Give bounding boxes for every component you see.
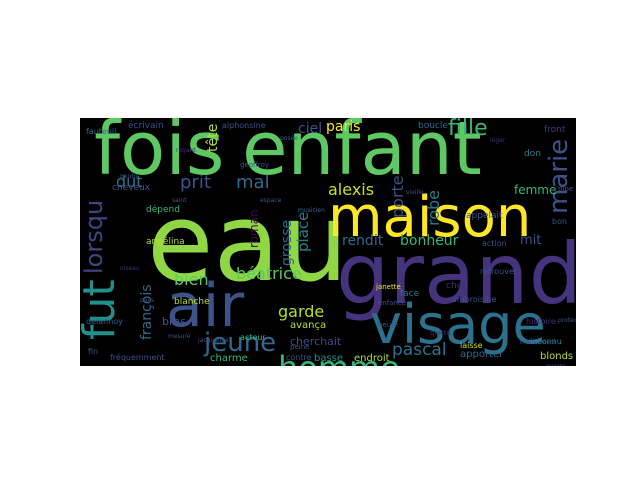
word-charme: charme [210,353,248,364]
word-posee: posée [280,135,298,142]
word-tete: tête [205,123,221,152]
word-mit: mit [520,233,542,248]
word-peine: peine [290,343,310,351]
word-homme: homme [278,352,400,366]
word-grosse: grosse [279,219,295,266]
word-apporter: apporter [460,349,504,360]
word-appelait: appelait [466,211,503,221]
word-grand: grand [336,225,576,323]
word-basse: basse [314,353,344,364]
word-jacqueline: jacqueline [198,337,229,344]
word-eau: eau [147,181,349,306]
word-action: action [482,239,507,248]
word-depend: dépend [146,205,180,215]
word-heure: heure [378,321,399,329]
word-frequemment: fréquemment [110,353,165,362]
word-fille: fille [448,118,488,141]
word-delannoy: delannoy [86,317,123,326]
word-blanche: blanche [174,297,210,307]
word-retrouver: retrouver [480,267,518,276]
word-angelina: angélina [146,237,185,247]
word-fauteuil: fauteuil [86,127,117,136]
word-endroit: endroit [354,353,390,364]
word-pascal: pascal [392,340,447,360]
word-saint: saint [172,197,187,204]
word-paris: paris [326,119,361,135]
word-maison: maison [328,185,532,250]
word-enfant: enfant [242,118,482,192]
word-bien: bien [174,270,209,289]
word-mouvement: mouvement [520,339,557,346]
word-alexis: alexis [328,180,375,199]
word-fin: fin [88,347,99,356]
word-femme: femme [514,183,557,197]
word-laisse: laisse [460,341,483,350]
word-cheveux: cheveux [112,183,151,193]
word-fut: fut [80,279,125,340]
word-bras: bras [162,315,186,328]
word-oiseau: oiseau [120,265,140,272]
word-beatrice: béatrice [236,264,302,283]
word-regard: regard [176,147,196,154]
word-leger: léger [490,137,506,144]
word-contre: contre [286,353,312,362]
word-jeune: jeune [204,328,277,358]
word-mal: mal [236,172,270,193]
word-porte: porte [388,175,407,218]
word-marie: marie [544,138,574,214]
word-acteur: acteur [240,333,266,342]
word-perdu: perdu [120,173,138,180]
word-geoffroy: geoffroy [240,161,270,169]
word-fois: fois [94,118,225,192]
word-janette: janette [376,283,401,291]
word-face: face [400,289,420,299]
word-histoire: histoire [526,317,556,326]
word-pays: pays [140,297,155,304]
word-blonds: blonds [540,351,574,362]
word-visage: visage [370,293,546,356]
word-ecrivain: écrivain [128,121,164,131]
word-dut: dut [116,172,143,191]
word-chef: chef [446,281,466,291]
word-air: air [166,271,245,341]
word-vieille: vieille [406,189,424,196]
word-guerre: guerre [546,364,566,367]
word-cloud: eau grand fois enfant maison visage air … [80,118,576,366]
word-ambroisine: ambroisine [452,295,497,304]
word-cherchait: cherchait [290,335,342,348]
word-roman: roman [247,209,261,248]
word-pipe: pipe [558,185,574,193]
word-alphonsine: alphonsine [222,121,266,130]
word-francois: françois [139,284,155,340]
word-lorsqu: lorsqu [80,199,108,274]
word-front: front [544,125,566,135]
word-don: don [524,149,541,159]
word-inconnu: inconnu [530,337,562,346]
word-garde: garde [278,302,325,321]
word-rendit: rendit [342,233,384,249]
word-protection: protection [558,317,576,324]
word-espace: espace [260,197,282,204]
word-enfance: enfance [378,299,407,307]
word-prit: prit [180,172,211,193]
word-mesure: mesure [168,333,191,340]
word-bonheur: bonheur [400,233,459,249]
word-bon: bon [552,217,568,226]
word-robe: robe [424,189,443,226]
word-place: place [294,211,312,252]
word-avanca: avança [290,320,327,331]
word-musicien: musicien [298,207,325,214]
word-boucle: boucle [418,121,448,131]
word-quitta: quitta [430,329,451,337]
word-ciel: ciel [298,121,323,137]
